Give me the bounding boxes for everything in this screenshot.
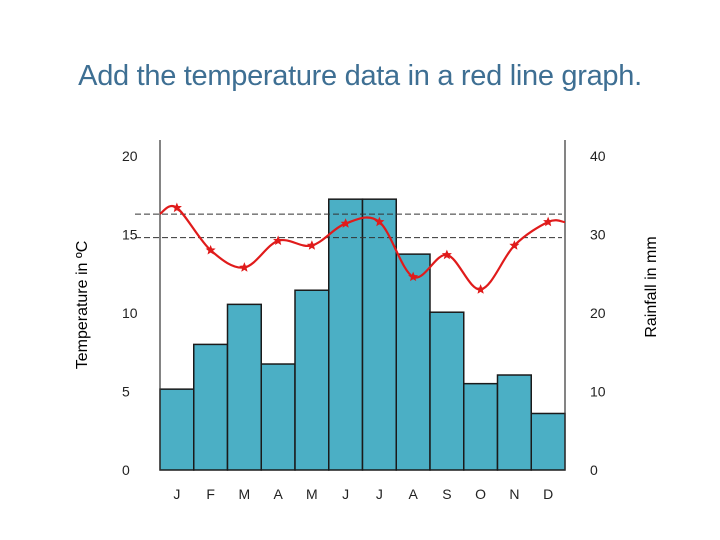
rainfall-bars <box>159 198 566 471</box>
right-tick-label: 30 <box>590 227 606 243</box>
temperature-point <box>340 218 351 228</box>
temperature-point <box>239 262 250 272</box>
month-label: M <box>239 486 251 502</box>
right-axis-ticks: 0 10 20 30 40 <box>590 148 606 478</box>
month-label: J <box>173 486 180 502</box>
month-label: N <box>509 486 519 502</box>
temperature-point <box>509 240 520 250</box>
left-tick-label: 0 <box>122 462 130 478</box>
temperature-point <box>441 249 452 260</box>
rainfall-bar <box>226 303 262 471</box>
rainfall-bar <box>429 311 465 471</box>
rainfall-bar <box>294 289 330 471</box>
right-tick-label: 40 <box>590 148 606 164</box>
left-tick-label: 5 <box>122 384 130 400</box>
right-tick-label: 10 <box>590 384 606 400</box>
temperature-point <box>543 216 554 227</box>
axes <box>159 140 566 470</box>
right-tick-label: 20 <box>590 305 606 321</box>
month-label: M <box>306 486 318 502</box>
rainfall-bar <box>361 198 397 471</box>
temperature-point <box>273 235 284 246</box>
right-axis-title: Rainfall in mm <box>643 236 660 337</box>
temperature-point <box>306 240 317 250</box>
left-axis-ticks: 0 5 10 15 20 <box>122 148 138 478</box>
month-label: S <box>442 486 451 502</box>
temperature-curve <box>159 204 566 291</box>
rainfall-bar <box>463 382 499 471</box>
slide-title: Add the temperature data in a red line g… <box>78 60 642 92</box>
reference-dashed-lines <box>135 213 562 239</box>
rainfall-bar <box>159 388 195 471</box>
temperature-point <box>374 216 385 227</box>
month-label: D <box>543 486 553 502</box>
rainfall-bar <box>193 343 229 471</box>
temperature-line <box>159 202 566 294</box>
temperature-point <box>475 284 486 294</box>
left-tick-label: 10 <box>122 305 138 321</box>
left-axis-title: Temperature in ºC <box>74 241 91 370</box>
left-tick-label: 15 <box>122 227 138 243</box>
temperature-point <box>408 271 419 282</box>
rainfall-bar <box>395 253 431 471</box>
month-label: F <box>206 486 215 502</box>
rainfall-bar <box>260 363 296 471</box>
month-label: J <box>342 486 349 502</box>
temperature-point <box>171 202 182 213</box>
right-tick-label: 0 <box>590 462 598 478</box>
left-tick-label: 20 <box>122 148 138 164</box>
month-label: O <box>475 486 486 502</box>
month-label: A <box>273 486 283 502</box>
rainfall-bar <box>328 198 364 471</box>
temperature-point <box>205 244 216 255</box>
rainfall-bar <box>496 374 532 471</box>
axis-titles: Temperature in ºC Rainfall in mm <box>74 236 660 369</box>
rainfall-bar <box>530 412 566 471</box>
month-label: J <box>376 486 383 502</box>
month-label: A <box>408 486 418 502</box>
